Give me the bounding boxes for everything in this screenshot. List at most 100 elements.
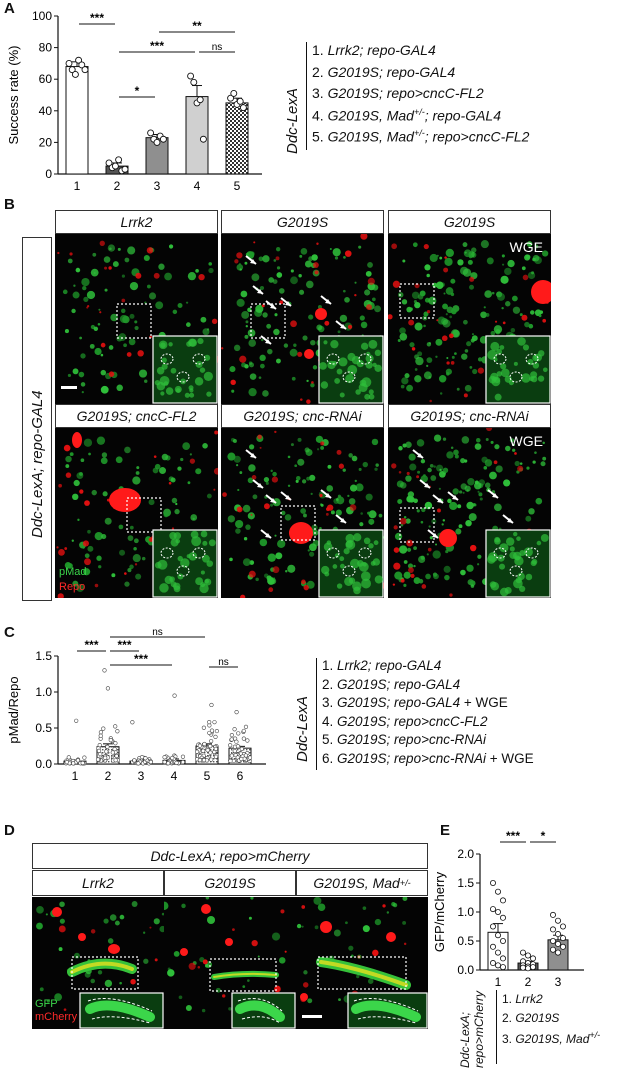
significance-label: ***	[117, 638, 131, 652]
scale-bar	[302, 1015, 322, 1018]
data-point	[209, 757, 214, 762]
cell-outline	[509, 371, 523, 383]
panel-b-image-r1-c3: WGE	[388, 234, 551, 404]
data-point	[162, 755, 167, 760]
data-point	[490, 943, 497, 950]
cell-outline	[358, 547, 372, 559]
data-point	[112, 746, 117, 752]
legend-item-text: G2019S; repo-GAL4	[337, 695, 461, 710]
data-point	[495, 909, 502, 916]
overlap-signal	[70, 961, 134, 974]
data-point	[209, 702, 214, 708]
data-point	[110, 750, 115, 755]
data-point	[132, 758, 137, 763]
data-point	[520, 964, 527, 971]
legend-item-text: G2019S, Mad	[515, 1032, 590, 1046]
cell-outline	[342, 565, 356, 577]
panel-b-header-r1-c1: Lrrk2	[55, 210, 218, 234]
legend-item: 3. G2019S, Mad+/-	[502, 1030, 600, 1046]
y-tick-label: 0.0	[35, 757, 52, 771]
legend-item-text: G2019S; repo-GAL4	[337, 676, 461, 692]
data-point	[194, 749, 200, 754]
y-tick-label: 1.5	[35, 649, 52, 663]
roi-box	[116, 303, 152, 339]
x-tick-label: 5	[234, 179, 241, 193]
panel-d-header-2: G2019S	[164, 870, 296, 896]
red-cell	[78, 933, 86, 941]
data-point	[490, 960, 497, 967]
legend-item: 5. G2019S; repo>cnc-RNAi	[322, 732, 486, 747]
data-point	[555, 940, 562, 947]
bar	[185, 96, 209, 175]
cell-outline	[326, 353, 340, 365]
legend-item: 5. G2019S, Mad+/-; repo>cncC-FL2	[312, 128, 529, 145]
legend-item-text: G2019S	[515, 1011, 560, 1025]
legend-item: 2. G2019S; repo-GAL4	[322, 677, 460, 692]
significance-label: ***	[150, 39, 164, 53]
data-point	[130, 720, 135, 725]
data-point	[97, 742, 102, 748]
legend-item-text: G2019S; repo>cnc-RNAi	[337, 732, 486, 747]
x-tick-label: 2	[525, 975, 532, 988]
panel-e-letter: E	[440, 822, 451, 839]
legend-item-text: ; repo>cncC-FL2	[424, 128, 530, 145]
significance-label: ***	[506, 830, 520, 843]
legend-item: 1. Lrrk2	[502, 992, 543, 1006]
data-point	[555, 917, 562, 924]
data-point	[550, 938, 557, 945]
red-cell	[180, 948, 188, 956]
data-point	[235, 744, 241, 749]
roi-box	[280, 505, 316, 541]
cell-outline	[525, 547, 539, 559]
cell-outline	[176, 371, 190, 383]
data-point	[201, 748, 206, 753]
data-point	[500, 914, 507, 921]
data-point	[105, 744, 110, 749]
data-point	[239, 756, 244, 762]
legend-item: 4. G2019S; repo>cncC-FL2	[322, 714, 487, 729]
data-point	[148, 759, 153, 765]
data-point	[550, 926, 557, 933]
data-point	[162, 759, 167, 765]
data-point	[159, 135, 167, 143]
data-point	[230, 89, 238, 97]
panel-d-image-3	[296, 897, 428, 1029]
x-tick-label: 3	[154, 179, 161, 193]
legend-item: 1. Lrrk2; repo-GAL4	[322, 658, 441, 673]
y-tick-label: 0.5	[35, 721, 52, 735]
panel-b-header-r2-c3: G2019S; cnc-RNAi	[388, 404, 551, 428]
panel-b-image-r2-c1: pMad Repo	[55, 428, 218, 598]
x-tick-label: 3	[555, 975, 562, 988]
channel-label-green: GFP	[35, 998, 58, 1010]
data-point	[207, 720, 212, 725]
micrograph-image	[221, 234, 384, 404]
data-point	[172, 693, 177, 698]
data-point	[239, 746, 244, 751]
y-tick-label: 40	[39, 104, 53, 118]
x-tick-label: 1	[495, 975, 502, 988]
y-tick-label: 0.5	[457, 934, 474, 948]
legend-item: 2. G2019S	[502, 1011, 559, 1025]
panel-d-header-text: G2019S, Mad	[313, 875, 400, 891]
data-point	[243, 724, 249, 729]
legend-item-number: 1.	[322, 658, 338, 673]
legend-item: 3. G2019S; repo-GAL4 + WGE	[322, 695, 508, 710]
panel-d-image-2	[164, 897, 296, 1029]
data-point	[213, 734, 218, 739]
data-point	[113, 758, 118, 763]
data-point	[115, 729, 120, 734]
significance-label: ***	[84, 638, 98, 652]
data-point	[234, 739, 239, 744]
data-point	[114, 753, 119, 759]
micrograph-image	[164, 897, 296, 1029]
data-point	[213, 754, 219, 759]
y-tick-label: 20	[39, 135, 53, 149]
data-point	[236, 731, 241, 736]
legend-item: 6. G2019S; repo>cnc-RNAi + WGE	[322, 751, 534, 766]
data-point	[229, 753, 234, 758]
red-cell	[289, 522, 313, 544]
x-tick-label: 4	[194, 179, 201, 193]
data-point	[500, 897, 507, 904]
y-tick-label: 1.5	[457, 876, 474, 890]
